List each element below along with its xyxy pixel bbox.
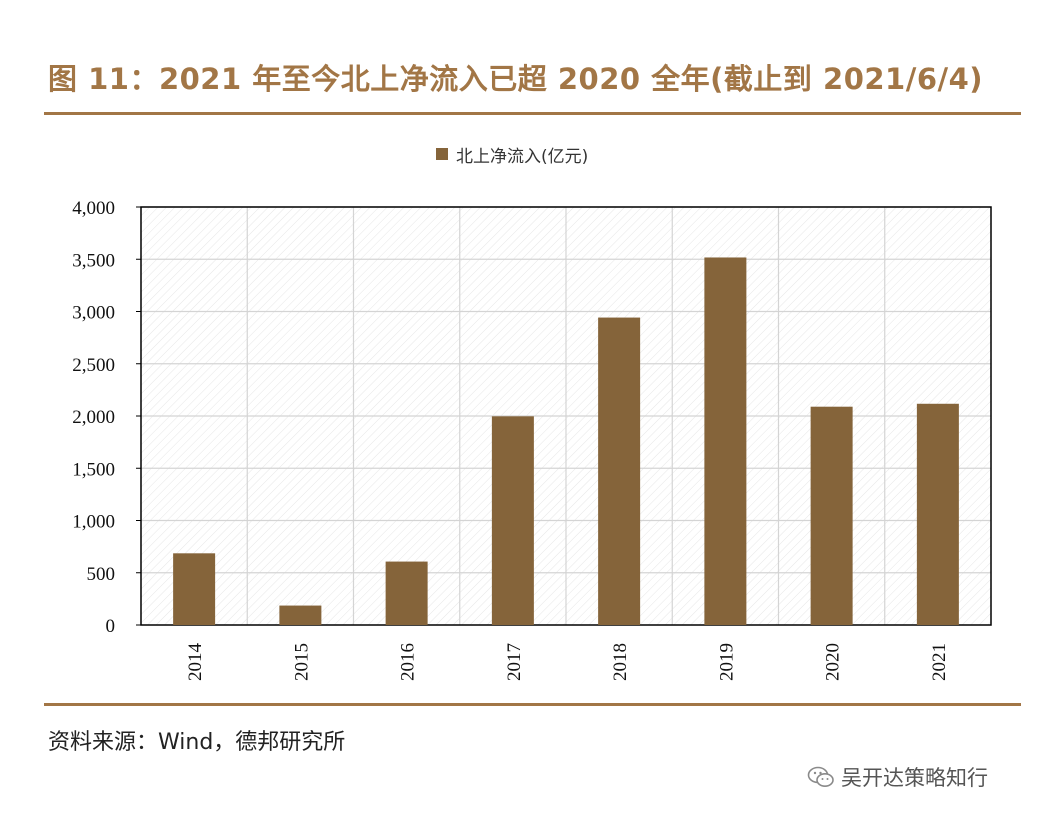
watermark: 吴开达策略知行 xyxy=(807,762,988,792)
bar-2021 xyxy=(916,403,959,625)
bar-2015 xyxy=(279,605,322,625)
bar-2019 xyxy=(704,257,747,625)
bar-2016 xyxy=(385,561,428,625)
x-tick-label: 2021 xyxy=(929,643,950,681)
y-tick-label: 2,000 xyxy=(72,407,115,428)
x-tick-label: 2020 xyxy=(823,643,844,681)
y-tick-label: 2,500 xyxy=(72,355,115,376)
bar-2018 xyxy=(598,317,641,625)
y-tick-label: 0 xyxy=(106,616,116,637)
y-tick-label: 3,500 xyxy=(72,250,115,271)
x-tick-label: 2014 xyxy=(185,643,206,682)
x-tick-label: 2018 xyxy=(610,643,631,681)
x-tick-label: 2016 xyxy=(398,643,419,681)
chart-legend: 北上净流入(亿元) xyxy=(436,143,589,167)
x-tick-label: 2019 xyxy=(716,643,737,681)
x-tick-label: 2015 xyxy=(291,643,312,681)
legend-label: 北上净流入(亿元) xyxy=(456,146,589,167)
y-tick-label: 1,500 xyxy=(72,459,115,480)
y-tick-label: 500 xyxy=(87,564,116,585)
bar-chart: 0 500 1,000 1,500 2,000 2,500 3,000 3,500 4,000 2… xyxy=(72,198,992,682)
x-tick-label: 2017 xyxy=(504,643,525,681)
bar-2014 xyxy=(173,553,216,625)
watermark-text: 吴开达策略知行 xyxy=(841,766,988,790)
source-rule xyxy=(44,703,1021,706)
bar-2017 xyxy=(491,416,534,625)
source-note: 资料来源：Wind，德邦研究所 xyxy=(48,730,346,755)
y-tick-label: 1,000 xyxy=(72,512,115,533)
legend-swatch xyxy=(436,148,448,160)
y-tick-label: 3,000 xyxy=(72,303,115,324)
wechat-icon xyxy=(807,766,834,787)
bar-2020 xyxy=(810,406,853,625)
figure-title: 图 11：2021 年至今北上净流入已超 2020 全年(截止到 2021/6/… xyxy=(48,62,984,96)
title-rule xyxy=(44,112,1021,115)
y-tick-label: 4,000 xyxy=(72,198,115,219)
